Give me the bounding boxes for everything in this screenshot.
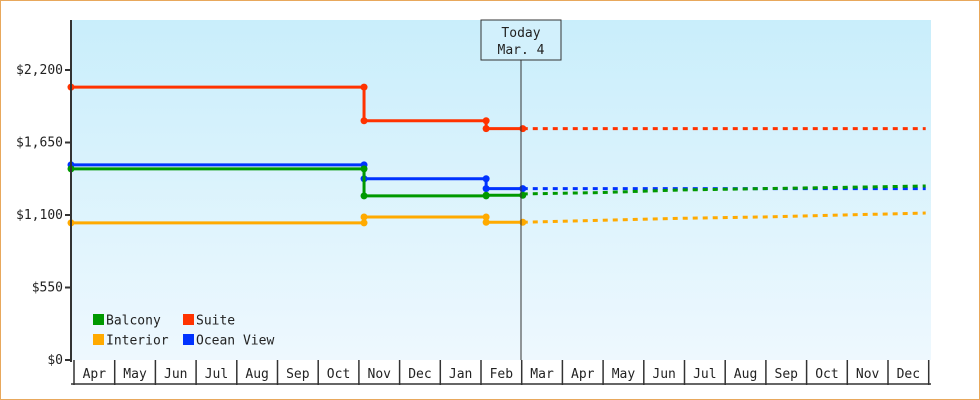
x-tick-label: Jul: [205, 367, 228, 382]
y-tick-label: $1,650: [16, 136, 63, 151]
x-tick-label: Apr: [83, 367, 107, 382]
x-tick-label: Aug: [734, 367, 757, 382]
x-tick-label: Jun: [164, 367, 187, 382]
x-tick-label: Jan: [449, 367, 472, 382]
legend-item-suite: Suite: [183, 314, 235, 329]
legend-swatch: [93, 334, 104, 345]
legend-swatch: [183, 314, 194, 325]
x-tick-label: Jul: [693, 367, 716, 382]
data-point: [360, 117, 368, 125]
today-label: Today: [501, 26, 540, 41]
legend-label: Interior: [106, 334, 169, 349]
data-point: [482, 175, 490, 183]
x-tick-label: May: [123, 367, 147, 382]
series-layer: [67, 83, 926, 227]
y-tick-label: $1,100: [16, 208, 63, 223]
x-tick-label: May: [612, 367, 636, 382]
data-point: [482, 213, 490, 221]
x-tick-label: Sep: [286, 367, 310, 382]
x-tick-label: Jun: [652, 367, 675, 382]
data-point: [482, 191, 490, 199]
data-point: [360, 192, 368, 200]
data-point: [482, 218, 490, 226]
x-tick-label: Oct: [327, 367, 350, 382]
y-tick-label: $550: [32, 281, 63, 296]
x-axis: Apr May Jun Jul Aug Sep Oct Nov Dec Jan Feb Mar Apr M…: [71, 360, 931, 385]
data-point: [360, 165, 368, 173]
y-tick-label: $2,200: [16, 63, 63, 78]
legend: Balcony Suite Interior Ocean View: [93, 314, 274, 349]
legend-item-balcony: Balcony: [93, 314, 161, 329]
data-point: [519, 218, 527, 226]
data-point: [360, 83, 368, 91]
y-tick-label: $0: [47, 353, 63, 368]
data-point: [482, 117, 490, 125]
legend-item-ocean-view: Ocean View: [183, 334, 274, 349]
today-box: [480, 19, 562, 61]
x-tick-label: Oct: [815, 367, 838, 382]
today-marker: Today Mar. 4: [480, 19, 562, 360]
data-point: [482, 125, 490, 133]
legend-item-interior: Interior: [93, 334, 169, 349]
x-tick-label: Dec: [408, 367, 431, 382]
x-tick-label: Feb: [490, 367, 514, 382]
series-balcony: [67, 165, 926, 200]
x-tick-label: Sep: [775, 367, 799, 382]
data-point: [519, 191, 527, 199]
legend-label: Suite: [196, 314, 235, 329]
x-tick-label: Apr: [571, 367, 595, 382]
data-point: [519, 125, 527, 133]
x-tick-label: Nov: [368, 367, 392, 382]
x-tick-label: Nov: [856, 367, 880, 382]
y-axis-ticks: $0 $550 $1,100 $1,650 $2,200: [16, 63, 71, 368]
legend-label: Ocean View: [196, 334, 274, 349]
x-tick-label: Mar: [530, 367, 554, 382]
legend-swatch: [183, 334, 194, 345]
series-interior: [67, 211, 926, 227]
legend-swatch: [93, 314, 104, 325]
data-point: [482, 185, 490, 193]
x-tick-label: Aug: [245, 367, 268, 382]
data-point: [519, 185, 527, 193]
x-tick-label: Dec: [897, 367, 920, 382]
today-date: Mar. 4: [498, 43, 545, 58]
data-point: [360, 213, 368, 221]
data-point: [360, 219, 368, 227]
legend-label: Balcony: [106, 314, 161, 329]
